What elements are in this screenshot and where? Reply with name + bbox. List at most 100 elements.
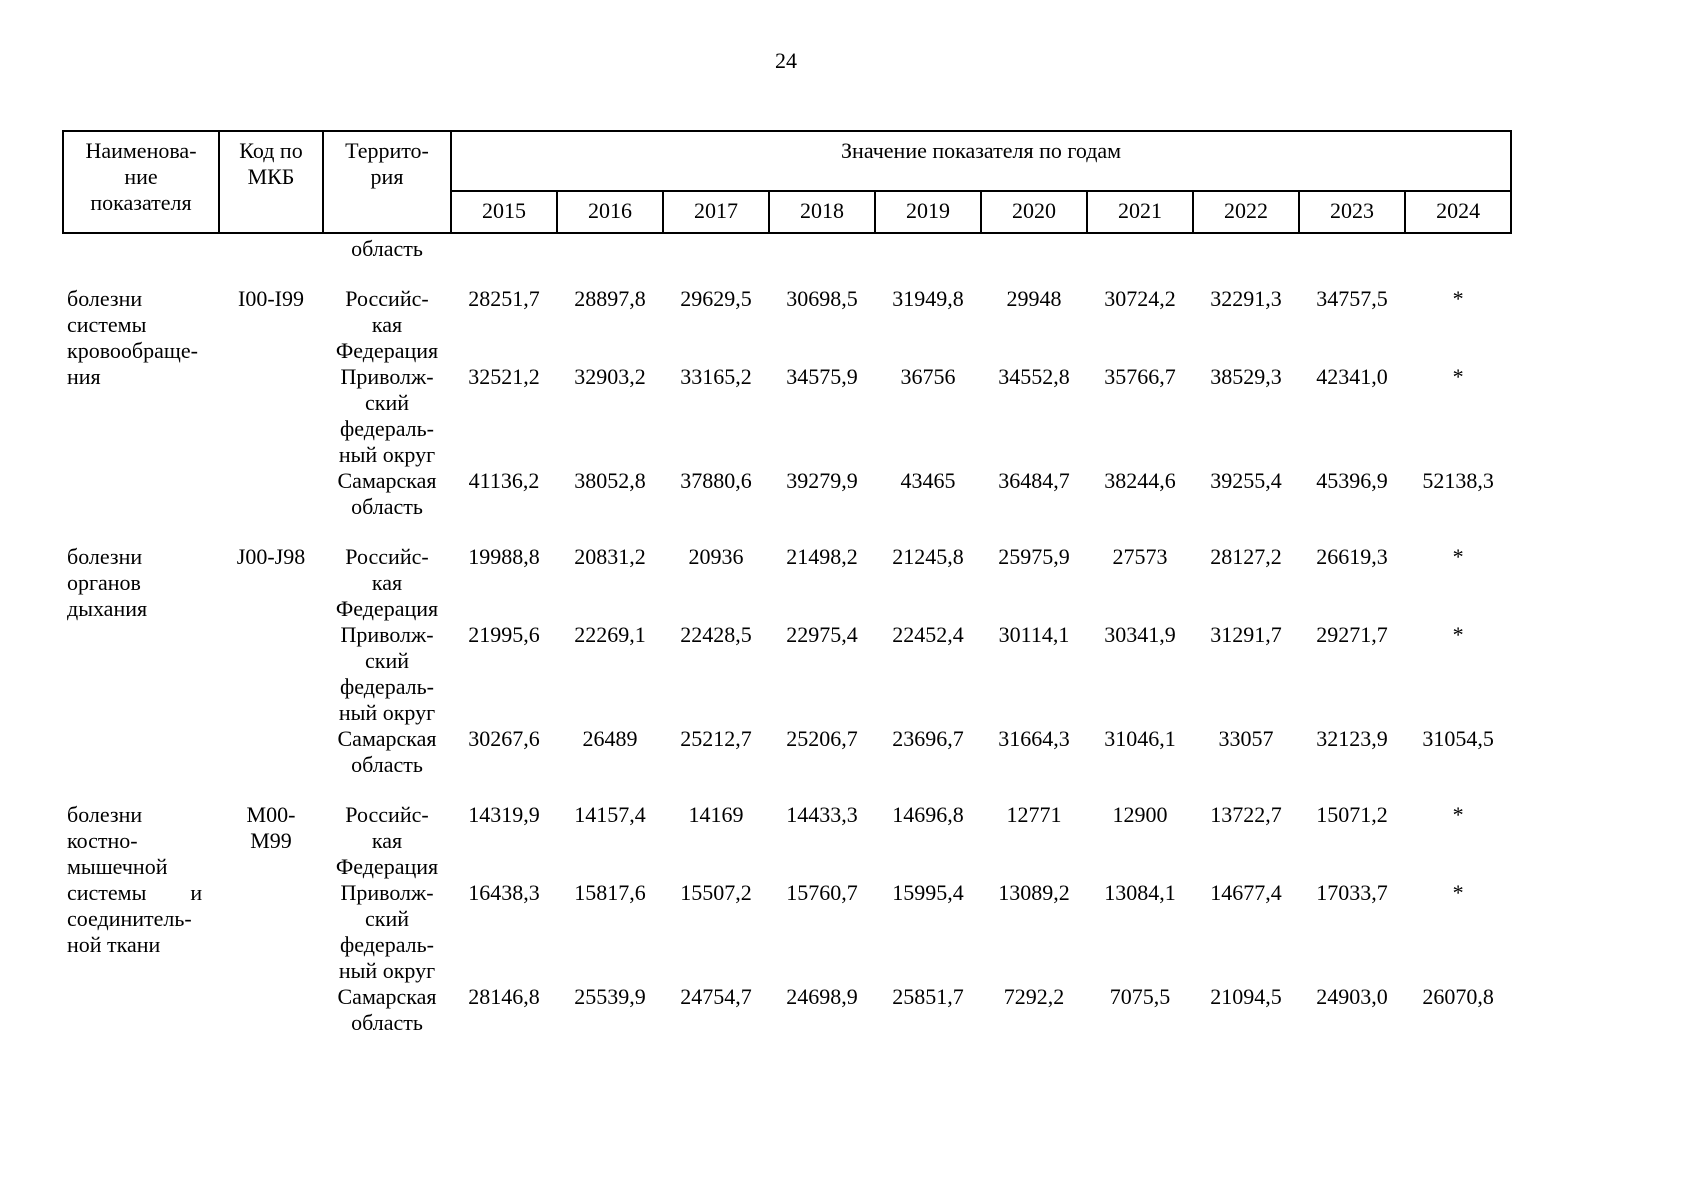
header-icd-code: Код по МКБ: [218, 130, 324, 234]
value-cell: 22428,5: [680, 622, 752, 647]
territory-cell: Российс- кая Федерация: [335, 802, 439, 879]
value-cell: 15071,2: [1316, 802, 1388, 827]
value-cell: 7292,2: [1003, 984, 1065, 1009]
value-cell: 32123,9: [1316, 726, 1388, 751]
icd-code: I00-I99: [238, 286, 304, 311]
empty-cell: [1087, 233, 1193, 262]
value-cell: 30724,2: [1104, 286, 1176, 311]
value-cell: 45396,9: [1316, 468, 1388, 493]
indicator-block: болезни системы кровообраще- ния I00-I99 Р…: [63, 262, 1511, 520]
value-cell: *: [1452, 544, 1464, 569]
empty-cell: [1299, 233, 1405, 262]
value-cell: 13089,2: [998, 880, 1070, 905]
territory-cell: Приволж- ский федераль- ный округ: [338, 364, 436, 467]
value-cell: 14677,4: [1210, 880, 1282, 905]
value-cell: 31046,1: [1104, 726, 1176, 751]
value-cell: 25975,9: [998, 544, 1070, 569]
value-cell: 31664,3: [998, 726, 1070, 751]
header-year-2017: 2017: [662, 190, 770, 234]
empty-cell: [1405, 233, 1511, 262]
value-cell: 37880,6: [680, 468, 752, 493]
value-cell: 14433,3: [786, 802, 858, 827]
value-cell: 20831,2: [574, 544, 646, 569]
value-cell: 36484,7: [998, 468, 1070, 493]
value-cell: 33057: [1218, 726, 1274, 751]
value-cell: 31291,7: [1210, 622, 1282, 647]
value-cell: *: [1452, 802, 1464, 827]
value-cell: 30341,9: [1104, 622, 1176, 647]
value-cell: 24754,7: [680, 984, 752, 1009]
value-cell: 33165,2: [680, 364, 752, 389]
header-year-2024: 2024: [1403, 190, 1513, 234]
value-cell: 21094,5: [1210, 984, 1282, 1009]
value-cell: 7075,5: [1109, 984, 1171, 1009]
value-cell: 32291,3: [1210, 286, 1282, 311]
value-cell: 34552,8: [998, 364, 1070, 389]
value-cell: 17033,7: [1316, 880, 1388, 905]
value-cell: 20936: [688, 544, 744, 569]
territory-row: Самарская область 28146,8 25539,9 24754,7 24…: [63, 984, 1511, 1036]
territory-cell: Самарская область: [337, 984, 437, 1035]
value-cell: 27573: [1112, 544, 1168, 569]
empty-cell: [63, 233, 219, 262]
value-cell: 25539,9: [574, 984, 646, 1009]
value-cell: 42341,0: [1316, 364, 1388, 389]
value-cell: 34575,9: [786, 364, 858, 389]
indicator-block: болезни костно- мышечной системы и соеди…: [63, 778, 1511, 1036]
territory-row: Приволж- ский федераль- ный округ 21995,6…: [63, 622, 1511, 726]
territory-row: болезни системы кровообраще- ния I00-I99 Р…: [63, 262, 1511, 389]
empty-cell: [451, 233, 557, 262]
value-cell: 14696,8: [892, 802, 964, 827]
header-territory: Террито- рия: [322, 130, 452, 234]
icd-code: M00- M99: [246, 802, 296, 853]
value-cell: 21995,6: [468, 622, 540, 647]
value-cell: 15817,6: [574, 880, 646, 905]
empty-cell: [981, 233, 1087, 262]
value-cell: 32903,2: [574, 364, 646, 389]
empty-cell: [219, 233, 323, 262]
value-cell: 14169: [688, 802, 744, 827]
value-cell: 36756: [900, 364, 956, 389]
indicator-name: болезни системы кровообраще- ния: [67, 286, 198, 389]
value-cell: 16438,3: [468, 880, 540, 905]
territory-row: болезни костно- мышечной системы и соеди…: [63, 778, 1511, 957]
territory-row: Самарская область 41136,2 38052,8 37880,6 39…: [63, 468, 1511, 520]
header-row-top: Наименова- ние показателя Код по МКБ Тер…: [62, 130, 1513, 234]
empty-cell: [557, 233, 663, 262]
territory-cell: Приволж- ский федераль- ный округ: [338, 880, 436, 983]
header-indicator-name: Наименова- ние показателя: [62, 130, 220, 234]
value-cell: 24903,0: [1316, 984, 1388, 1009]
value-cell: 12900: [1112, 802, 1168, 827]
page-number: 24: [775, 48, 797, 73]
value-cell: 21245,8: [892, 544, 964, 569]
value-cell: 14319,9: [468, 802, 540, 827]
value-cell: 22975,4: [786, 622, 858, 647]
territory-row: Приволж- ский федераль- ный округ 16438,3…: [63, 880, 1511, 984]
value-cell: 25851,7: [892, 984, 964, 1009]
territory-row: Приволж- ский федераль- ный округ 32521,2…: [63, 364, 1511, 468]
value-cell: 15507,2: [680, 880, 752, 905]
value-cell: 41136,2: [468, 468, 540, 493]
indicator-name: болезни костно- мышечной системы и соеди…: [67, 802, 203, 957]
header-year-2020: 2020: [980, 190, 1088, 234]
value-cell: 34757,5: [1316, 286, 1388, 311]
header-year-2016: 2016: [556, 190, 664, 234]
value-cell: 28251,7: [468, 286, 540, 311]
empty-cell: [663, 233, 769, 262]
value-cell: 22269,1: [574, 622, 646, 647]
value-cell: 25212,7: [680, 726, 752, 751]
value-cell: 21498,2: [786, 544, 858, 569]
header-year-2018: 2018: [768, 190, 876, 234]
value-cell: 29629,5: [680, 286, 752, 311]
value-cell: 31054,5: [1422, 726, 1494, 751]
value-cell: 26619,3: [1316, 544, 1388, 569]
territory-cell: Российс- кая Федерация: [335, 544, 439, 621]
indicator-table: Наименова- ние показателя Код по МКБ Тер…: [62, 130, 1513, 1036]
value-cell: *: [1452, 364, 1464, 389]
value-cell: 24698,9: [786, 984, 858, 1009]
header-year-2023: 2023: [1298, 190, 1406, 234]
value-cell: 28146,8: [468, 984, 540, 1009]
table-header: Наименова- ние показателя Код по МКБ Тер…: [62, 130, 1513, 234]
value-cell: 26070,8: [1422, 984, 1494, 1009]
